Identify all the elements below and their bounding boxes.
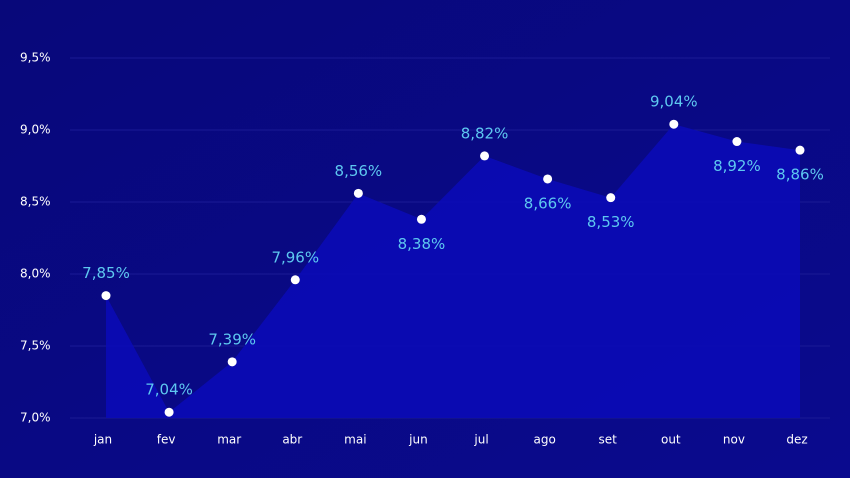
data-point	[353, 188, 363, 198]
area	[106, 124, 800, 418]
x-tick-label: dez	[786, 433, 807, 447]
y-tick-label: 8,5%	[20, 195, 51, 209]
data-point	[164, 407, 174, 417]
y-tick-label: 7,0%	[20, 411, 51, 425]
y-tick-label: 8,0%	[20, 267, 51, 281]
data-point	[795, 145, 805, 155]
x-tick-label: mar	[217, 433, 241, 447]
data-label: 7,39%	[208, 330, 256, 348]
data-point	[101, 291, 111, 301]
data-label: 7,96%	[271, 248, 319, 266]
data-label: 7,85%	[82, 264, 130, 282]
data-label: 8,86%	[776, 166, 824, 184]
x-tick-label: set	[599, 433, 618, 447]
x-tick-label: abr	[282, 433, 302, 447]
data-point	[290, 275, 300, 285]
y-tick-label: 9,5%	[20, 51, 51, 65]
y-tick-label: 7,5%	[20, 339, 51, 353]
data-point	[732, 137, 742, 147]
data-point	[227, 357, 237, 367]
y-tick-label: 9,0%	[20, 123, 51, 137]
data-label: 8,92%	[713, 157, 761, 175]
data-point	[606, 193, 616, 203]
data-label: 8,38%	[398, 235, 446, 253]
x-tick-label: jul	[473, 433, 488, 447]
x-tick-label: fev	[157, 433, 176, 447]
x-tick-label: ago	[533, 433, 555, 447]
data-point	[416, 214, 426, 224]
data-label: 9,04%	[650, 93, 698, 111]
data-label: 8,53%	[587, 213, 635, 231]
x-tick-label: mai	[344, 433, 366, 447]
data-label: 8,66%	[524, 194, 572, 212]
x-tick-label: out	[661, 433, 681, 447]
data-label: 8,82%	[461, 124, 509, 142]
data-point	[543, 174, 553, 184]
x-tick-label: jan	[93, 433, 112, 447]
x-tick-label: nov	[723, 433, 745, 447]
data-label: 7,04%	[145, 381, 193, 399]
data-label: 8,56%	[335, 162, 383, 180]
x-tick-label: jun	[408, 433, 428, 447]
data-point	[480, 151, 490, 161]
data-point	[669, 119, 679, 129]
